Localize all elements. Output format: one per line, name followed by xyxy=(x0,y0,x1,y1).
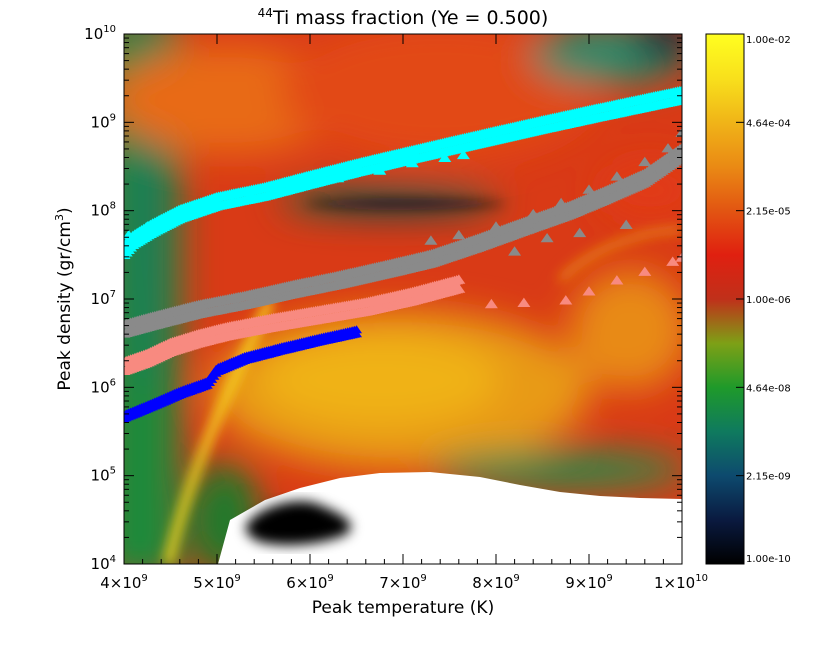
dark-pocket xyxy=(245,501,351,546)
y-axis-label: Peak density (gr/cm3) xyxy=(53,207,75,390)
y-tick-label: 107 xyxy=(91,289,116,308)
data-point xyxy=(573,227,587,238)
data-point xyxy=(452,283,466,293)
series-1 xyxy=(124,127,682,338)
series-3 xyxy=(124,325,362,423)
x-tick-label: 5×109 xyxy=(193,573,241,592)
x-tick-label: 9×109 xyxy=(565,573,613,592)
x-tick-label: 8×109 xyxy=(472,573,520,592)
data-point xyxy=(675,151,682,161)
data-point xyxy=(582,286,596,296)
heatmap-field xyxy=(124,34,682,564)
data-point xyxy=(582,184,596,194)
data-point xyxy=(489,221,503,231)
data-point xyxy=(140,221,154,231)
data-point xyxy=(661,143,675,153)
data-point xyxy=(373,165,387,175)
series-2 xyxy=(124,252,682,375)
y-axis-label-sup: 3 xyxy=(53,214,66,221)
x-axis-label: Peak temperature (K) xyxy=(312,598,494,618)
data-point xyxy=(452,229,466,240)
colorbar-tick-label: 1.00e-06 xyxy=(746,295,791,306)
data-point xyxy=(675,127,682,137)
data-point xyxy=(351,329,362,338)
data-point xyxy=(610,275,624,285)
y-tick-label: 104 xyxy=(91,554,116,573)
data-point xyxy=(424,235,438,245)
colorbar-tick-label: 1.00e-10 xyxy=(746,554,791,565)
colorbar: 1.00e-10 2.15e-09 4.64e-08 1.00e-06 2.15e-05… xyxy=(705,33,791,565)
y-tick-label: 109 xyxy=(91,112,116,131)
data-point xyxy=(405,157,419,168)
series-layer xyxy=(124,85,682,423)
data-point xyxy=(638,156,652,167)
data-point xyxy=(675,252,682,262)
data-point xyxy=(484,298,498,309)
data-point xyxy=(610,171,624,181)
title-isotope-mass: 44 xyxy=(258,6,273,20)
data-point xyxy=(559,295,573,305)
data-point xyxy=(508,246,522,256)
colorbar-tick-label: 1.00e-02 xyxy=(746,35,791,46)
x-tick-label: 7×109 xyxy=(379,573,427,592)
data-point xyxy=(243,190,257,200)
y-axis-label-close: ) xyxy=(55,207,75,214)
data-point xyxy=(438,152,452,162)
uncomputed-region xyxy=(218,472,682,564)
data-point xyxy=(456,149,470,160)
y-axis: 104 105 106 107 108 109 1010 xyxy=(84,24,682,573)
data-point xyxy=(526,208,540,219)
y-tick-label: 106 xyxy=(91,377,116,396)
x-tick-label: 4×109 xyxy=(100,573,148,592)
data-point xyxy=(675,85,682,95)
title-rest: mass fraction (Ye = 0.500) xyxy=(289,7,548,29)
data-point xyxy=(675,142,682,152)
data-point xyxy=(675,94,682,104)
x-tick-label: 6×109 xyxy=(286,573,334,592)
y-tick-label: 1010 xyxy=(84,24,116,43)
colorbar-tick-label: 2.15e-09 xyxy=(746,472,791,483)
chart-title: 44Ti mass fraction (Ye = 0.500) xyxy=(258,6,549,29)
data-point xyxy=(351,325,362,334)
data-point xyxy=(666,256,680,266)
colorbar-tick-label: 4.64e-04 xyxy=(746,118,791,129)
data-point xyxy=(554,197,568,208)
data-point xyxy=(540,233,554,243)
data-point xyxy=(517,297,531,307)
title-element: Ti xyxy=(272,7,289,29)
data-point xyxy=(619,219,633,229)
data-point xyxy=(284,181,298,191)
data-point xyxy=(638,266,652,276)
colorbar-tick-label: 4.64e-08 xyxy=(746,383,791,394)
data-point xyxy=(201,202,215,213)
y-tick-label: 105 xyxy=(91,466,116,485)
x-axis: 4×109 5×109 6×109 7×109 8×109 9×109 1×1010 xyxy=(100,34,708,592)
data-point xyxy=(452,274,466,284)
data-point xyxy=(331,172,345,183)
y-tick-label: 108 xyxy=(91,201,116,220)
series-0 xyxy=(124,85,682,259)
y-axis-label-main: Peak density (gr/cm xyxy=(55,221,75,391)
colorbar-tick-label: 2.15e-05 xyxy=(746,207,791,218)
x-tick-label: 1×1010 xyxy=(654,573,708,592)
